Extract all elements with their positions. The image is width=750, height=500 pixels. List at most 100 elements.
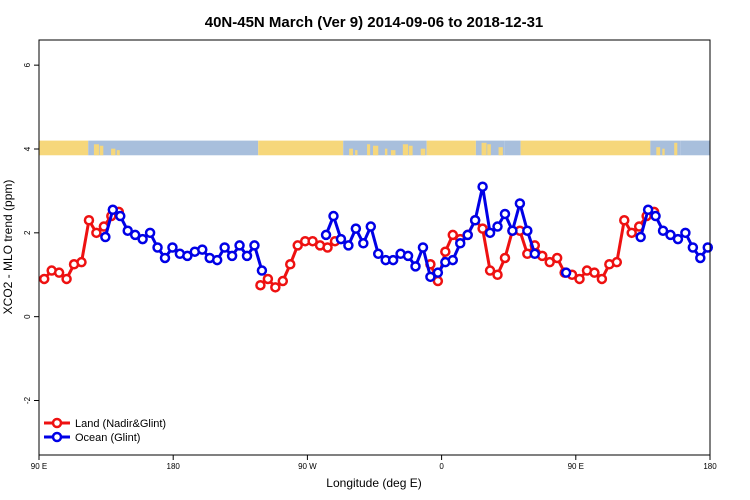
data-point (454, 238, 466, 249)
data-point (107, 204, 119, 216)
chart-title: 40N-45N March (Ver 9) 2014-09-06 to 2018… (205, 14, 544, 31)
data-point (335, 233, 347, 245)
mask-segment (93, 144, 99, 156)
data-point (226, 250, 238, 262)
data-point (596, 273, 608, 285)
data-point (551, 252, 563, 264)
legend: Land (Nadir&Glint) Ocean (Glint) (44, 417, 166, 444)
x-tick-label: 90 E (31, 462, 47, 471)
mask-segment (481, 142, 487, 156)
data-point (642, 204, 654, 216)
mask-segment (349, 148, 353, 156)
data-point (492, 269, 503, 280)
data-point (129, 229, 141, 241)
data-point (522, 225, 533, 236)
data-point (320, 229, 332, 241)
data-point (619, 215, 630, 226)
mask-band (39, 140, 710, 156)
data-point (589, 267, 600, 278)
data-point (241, 250, 253, 262)
data-point (499, 252, 511, 264)
mask-segment (116, 150, 120, 156)
y-tick-label: 0 (23, 314, 32, 319)
data-point (159, 252, 171, 264)
data-point (262, 273, 274, 285)
data-point (152, 242, 163, 253)
data-point (672, 233, 684, 245)
data-point (61, 273, 72, 285)
data-point (211, 254, 223, 266)
data-point (144, 227, 156, 239)
mask-segment (384, 148, 388, 156)
data-point (499, 208, 511, 220)
mask-segment (680, 140, 710, 156)
data-point (270, 282, 281, 293)
mask-segment (111, 148, 116, 156)
data-point (665, 229, 676, 241)
y-tick-label: -2 (23, 396, 32, 404)
data-point (432, 267, 444, 278)
data-point (702, 242, 714, 253)
data-point (182, 250, 193, 262)
y-axis: -2 0 2 4 6 (23, 62, 39, 404)
x-tick-label: 180 (703, 462, 717, 471)
mask-segment (487, 144, 491, 156)
mask-segment (520, 140, 651, 156)
legend-marker (51, 431, 63, 443)
mask-segment (402, 144, 409, 156)
data-point (285, 259, 296, 270)
legend-marker (51, 417, 63, 429)
x-tick-label: 0 (439, 462, 444, 471)
data-point (529, 248, 541, 260)
data-point (560, 267, 572, 278)
mask-segment (258, 140, 344, 156)
data-point (100, 231, 111, 243)
data-point (292, 240, 303, 251)
data-point (469, 215, 481, 226)
data-point (234, 240, 245, 251)
y-tick-label: 2 (23, 230, 32, 235)
x-axis-label: Longitude (deg E) (326, 476, 421, 490)
data-point (507, 225, 518, 236)
data-point (53, 267, 65, 278)
data-point (372, 248, 384, 260)
data-point (91, 227, 102, 239)
data-point (626, 227, 637, 239)
data-point (635, 231, 646, 243)
mask-segment (39, 140, 89, 156)
y-tick-label: 6 (23, 62, 32, 67)
data-point (687, 242, 699, 253)
data-point (425, 271, 436, 283)
mask-segment (420, 148, 426, 156)
legend-label: Ocean (Glint) (75, 432, 140, 444)
mask-segment (504, 140, 521, 156)
data-point (514, 198, 526, 209)
data-point (249, 240, 260, 251)
data-point (492, 221, 503, 232)
data-point (167, 242, 178, 253)
mask-segment (373, 145, 379, 156)
data-point (307, 235, 318, 247)
x-tick-label: 180 (167, 462, 181, 471)
data-point (328, 210, 339, 222)
data-point (484, 265, 496, 276)
data-point (365, 221, 377, 232)
data-point (477, 181, 488, 192)
data-point (611, 256, 623, 268)
data-point (122, 225, 133, 236)
data-point (695, 252, 706, 264)
data-point (462, 229, 473, 241)
mask-segment (355, 150, 358, 156)
data-point (544, 256, 555, 268)
data-point (387, 254, 399, 266)
data-point (343, 240, 354, 251)
mask-segment (674, 142, 678, 156)
y-tick-label: 4 (23, 146, 32, 151)
data-point (417, 242, 429, 253)
data-point (83, 215, 95, 226)
data-point (574, 273, 585, 285)
mask-segment (99, 145, 104, 156)
series-line (103, 207, 264, 271)
legend-label: Land (Nadir&Glint) (75, 418, 166, 430)
